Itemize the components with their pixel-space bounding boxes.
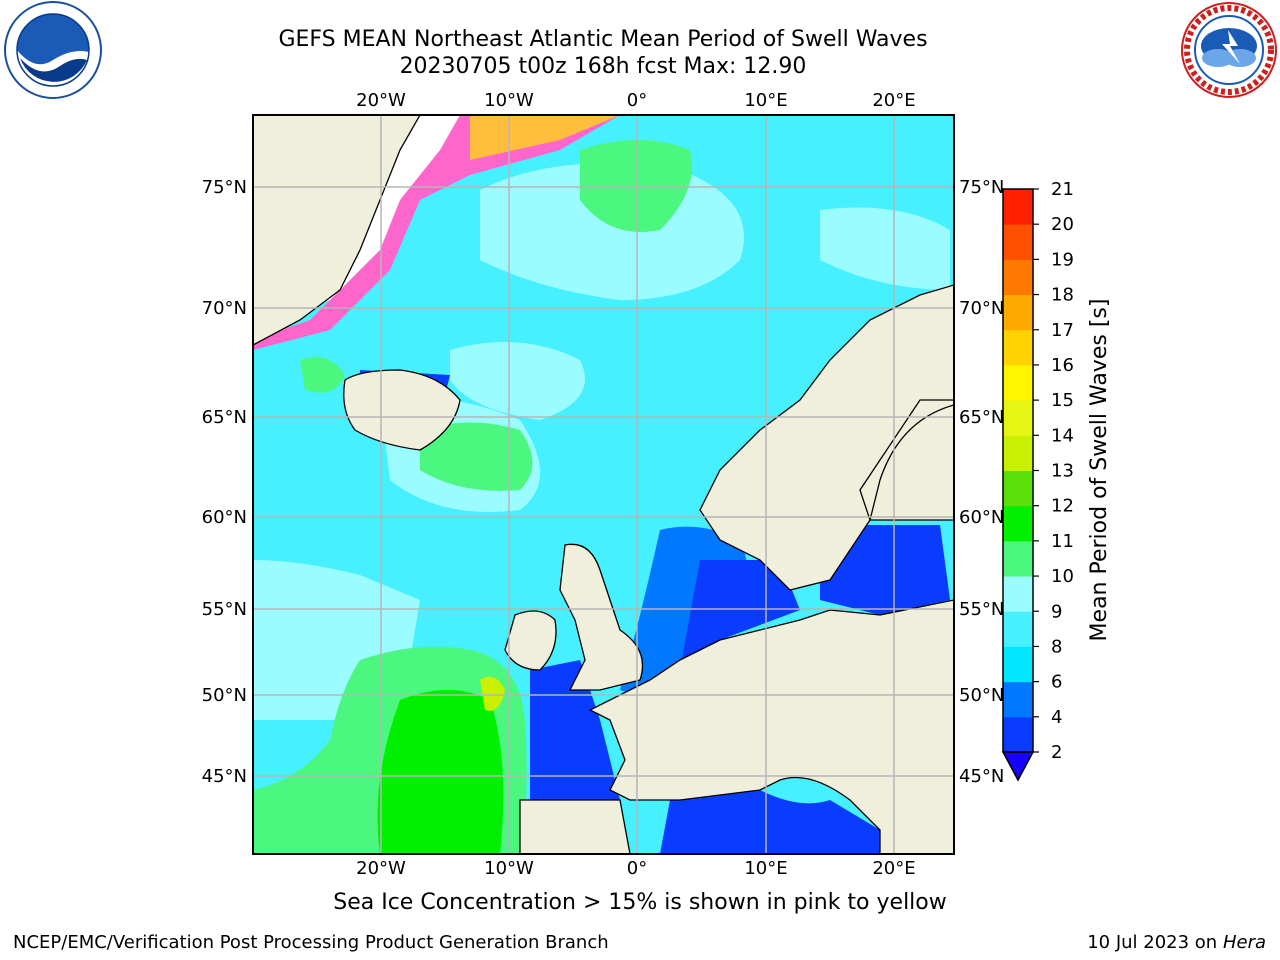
map-area	[253, 115, 954, 854]
continental-europe	[588, 599, 954, 854]
colorbar-swatch	[1003, 611, 1033, 647]
greenland	[253, 115, 421, 346]
scandinavia	[699, 284, 954, 591]
ireland	[504, 610, 557, 671]
lat-label-left: 70°N	[202, 298, 247, 319]
footer-credit: NCEP/EMC/Verification Post Processing Pr…	[13, 932, 609, 953]
short-swell-zone	[680, 560, 800, 670]
colorbar-swatch	[1003, 576, 1033, 612]
colorbar-swatch	[1003, 435, 1033, 471]
footer-host: Hera	[1222, 932, 1266, 953]
colorbar-swatch	[1003, 189, 1033, 225]
colorbar-tick-label: 19	[1051, 249, 1074, 270]
colorbar-swatch	[1003, 505, 1033, 542]
map-frame	[252, 114, 955, 855]
colorbar-tick-label: 9	[1051, 601, 1062, 622]
sea-ice-note: Sea Ice Concentration > 15% is shown in …	[333, 890, 947, 915]
sea-ice-band	[470, 115, 620, 160]
lon-label-bottom: 20°E	[872, 858, 915, 879]
colorbar-tick-label: 20	[1051, 214, 1074, 235]
colorbar-tick-label: 12	[1051, 496, 1074, 517]
lon-label-bottom: 20°W	[356, 858, 406, 879]
colorbar-under-arrow	[1001, 751, 1035, 782]
colorbar-tick-label: 2	[1051, 742, 1062, 763]
land	[253, 115, 954, 854]
nws-logo-icon	[1181, 2, 1277, 98]
colorbar: 2 4 6 8 9 10 11 12 13 14 15 16 17 18 19 20 21	[1001, 179, 1074, 782]
noaa-logo-icon	[4, 1, 102, 99]
lat-label-left: 45°N	[202, 766, 247, 787]
lon-label-top: 10°W	[484, 90, 534, 111]
colorbar-tick-label: 16	[1051, 355, 1074, 376]
lat-label-right: 45°N	[959, 766, 1004, 787]
lat-label-left: 55°N	[202, 599, 247, 620]
lat-label-right: 75°N	[959, 177, 1004, 198]
colorbar-swatch	[1003, 646, 1033, 683]
lat-label-right: 70°N	[959, 298, 1004, 319]
colorbar-tick-label: 15	[1051, 390, 1074, 411]
iberia	[519, 799, 631, 854]
lat-label-right: 65°N	[959, 407, 1004, 428]
lon-label-top: 0°	[627, 90, 647, 111]
colorbar-tick-label: 13	[1051, 461, 1074, 482]
colorbar-tick-label: 11	[1051, 531, 1074, 552]
lat-label-left: 65°N	[202, 407, 247, 428]
colorbar-swatch	[1003, 294, 1033, 331]
footer-date: 10 Jul 2023 on	[1087, 932, 1218, 953]
graticule	[253, 115, 954, 854]
swell-zone	[450, 342, 585, 420]
colorbar-swatch	[1003, 470, 1033, 507]
lon-label-top: 10°E	[744, 90, 787, 111]
lon-label-bottom: 0°	[627, 858, 647, 879]
colorbar-tick-label: 21	[1051, 179, 1074, 200]
great-britain	[559, 543, 644, 691]
swell-zone	[377, 690, 504, 854]
swell-zone	[820, 207, 950, 290]
swell-zone	[300, 357, 345, 393]
colorbar-swatch	[1003, 224, 1033, 260]
chart-subtitle: 20230705 t00z 168h fcst Max: 12.90	[399, 54, 807, 79]
colorbar-swatch	[1003, 400, 1033, 436]
colorbar-tick-label: 14	[1051, 425, 1074, 446]
colorbar-tick-label: 6	[1051, 672, 1062, 693]
colorbar-tick-label: 10	[1051, 566, 1074, 587]
colorbar-swatch	[1003, 540, 1033, 577]
short-swell-zone	[660, 790, 880, 854]
lat-label-right: 55°N	[959, 599, 1004, 620]
colorbar-swatch	[1003, 329, 1033, 366]
colorbar-tick-label: 17	[1051, 320, 1074, 341]
footer-timestamp: 10 Jul 2023 on Hera	[1087, 932, 1266, 953]
lat-label-right: 60°N	[959, 507, 1004, 528]
lon-label-bottom: 10°E	[744, 858, 787, 879]
lat-label-right: 50°N	[959, 685, 1004, 706]
sea-ice-band	[253, 115, 620, 350]
colorbar-swatch	[1003, 681, 1033, 718]
short-swell-zone	[820, 525, 950, 615]
iceland	[343, 369, 461, 451]
lat-label-left: 50°N	[202, 685, 247, 706]
colorbar-tick-label: 4	[1051, 707, 1062, 728]
swell-zone	[420, 422, 533, 491]
colorbar-tick-label: 18	[1051, 285, 1074, 306]
colorbar-title: Mean Period of Swell Waves [s]	[1087, 299, 1112, 642]
swell-zone	[480, 676, 505, 711]
lon-label-top: 20°W	[356, 90, 406, 111]
colorbar-swatch	[1003, 364, 1033, 401]
swell-zone	[580, 140, 692, 232]
lon-label-bottom: 10°W	[484, 858, 534, 879]
colorbar-swatch	[1003, 259, 1033, 296]
colorbar-swatch	[1003, 716, 1033, 753]
lon-label-top: 20°E	[872, 90, 915, 111]
lat-label-left: 75°N	[202, 177, 247, 198]
lat-label-left: 60°N	[202, 507, 247, 528]
chart-title: GEFS MEAN Northeast Atlantic Mean Period…	[278, 27, 928, 52]
colorbar-tick-label: 8	[1051, 636, 1062, 657]
